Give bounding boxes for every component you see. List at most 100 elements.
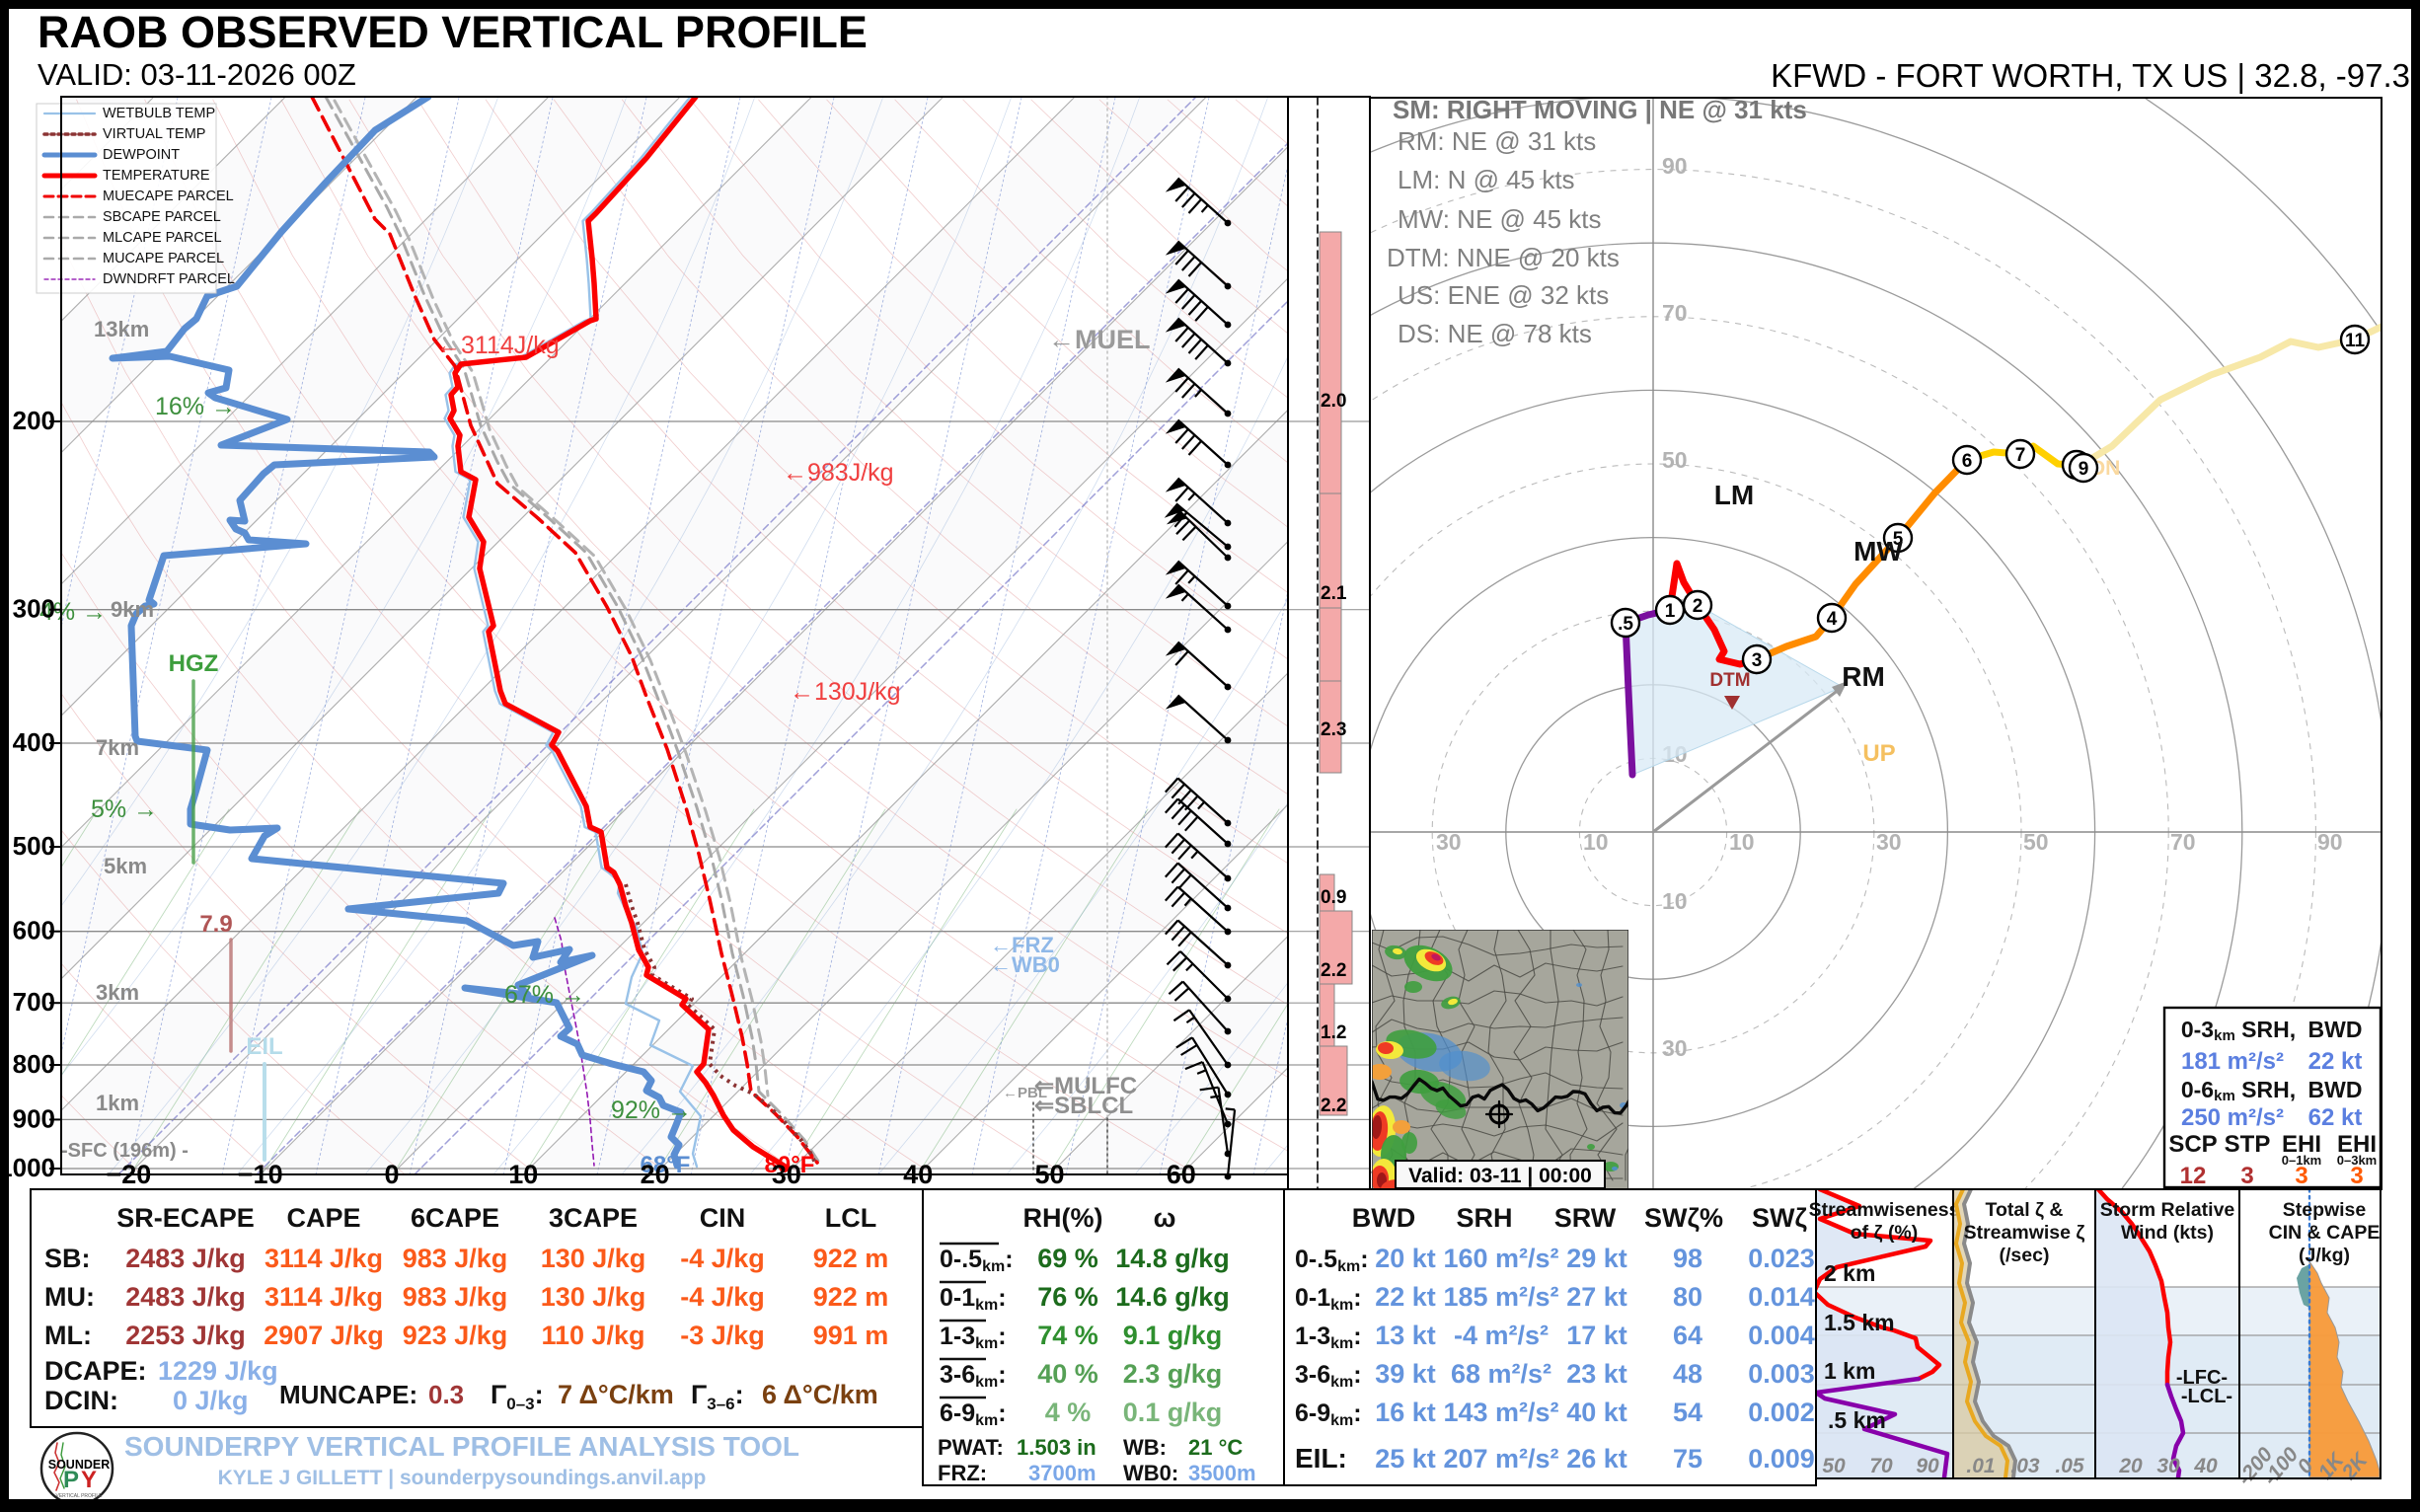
svg-text:130 J/kg: 130 J/kg xyxy=(541,1282,646,1312)
svg-text:5: 5 xyxy=(1893,529,1904,550)
svg-text:1 km: 1 km xyxy=(1824,1358,1875,1384)
svg-text:40: 40 xyxy=(2193,1455,2218,1477)
svg-text:⇐SBLCL: ⇐SBLCL xyxy=(1034,1093,1133,1119)
svg-text:3: 3 xyxy=(2350,1163,2363,1189)
svg-text:EHI: EHI xyxy=(2282,1131,2321,1158)
svg-text:MU:: MU: xyxy=(44,1282,95,1312)
svg-text:2.1: 2.1 xyxy=(1321,583,1347,604)
svg-text:30: 30 xyxy=(1876,829,1902,855)
svg-text:-LFC-: -LFC- xyxy=(2176,1367,2228,1389)
svg-text:Storm Relative: Storm Relative xyxy=(2100,1199,2235,1221)
svg-text:SRH: SRH xyxy=(1456,1203,1512,1233)
svg-text:600: 600 xyxy=(13,916,55,945)
svg-text:130 J/kg: 130 J/kg xyxy=(541,1244,646,1273)
svg-text:700: 700 xyxy=(13,987,55,1017)
svg-text:200: 200 xyxy=(13,406,55,435)
svg-text:SWζ%: SWζ% xyxy=(1644,1203,1723,1233)
svg-text:11: 11 xyxy=(2345,331,2366,351)
svg-text:1: 1 xyxy=(1665,601,1676,622)
svg-text:92% →: 92% → xyxy=(611,1096,692,1124)
svg-text:KYLE J GILLETT | sounderpysoun: KYLE J GILLETT | sounderpysoundings.anvi… xyxy=(218,1467,707,1489)
svg-text:10: 10 xyxy=(1729,829,1755,855)
svg-text:23 kt: 23 kt xyxy=(1566,1359,1627,1389)
svg-text:0.9: 0.9 xyxy=(1321,887,1346,908)
svg-text:90: 90 xyxy=(2317,829,2343,855)
svg-text:13 kt: 13 kt xyxy=(1375,1321,1436,1350)
svg-text:2483 J/kg: 2483 J/kg xyxy=(125,1244,246,1273)
svg-text:1.503 in: 1.503 in xyxy=(1017,1435,1097,1460)
svg-text:30: 30 xyxy=(1436,829,1462,855)
svg-text:(J/kg): (J/kg) xyxy=(2299,1245,2350,1266)
svg-text:25 kt: 25 kt xyxy=(1375,1444,1436,1474)
svg-text:110 J/kg: 110 J/kg xyxy=(541,1321,644,1350)
svg-text:0.1 g/kg: 0.1 g/kg xyxy=(1123,1398,1223,1427)
svg-text:LM: LM xyxy=(1714,480,1754,510)
svg-text:75: 75 xyxy=(1673,1444,1702,1474)
svg-text:BWD: BWD xyxy=(1352,1203,1415,1233)
svg-text:983 J/kg: 983 J/kg xyxy=(403,1244,508,1273)
svg-text:←MUEL: ←MUEL xyxy=(1048,325,1151,354)
svg-text:27 kt: 27 kt xyxy=(1566,1282,1627,1312)
svg-text:3CAPE: 3CAPE xyxy=(549,1203,638,1233)
svg-text:0 J/kg: 0 J/kg xyxy=(173,1386,249,1415)
svg-text:3114 J/kg: 3114 J/kg xyxy=(265,1244,383,1273)
svg-text:SM: RIGHT MOVING | NE @ 31 kts: SM: RIGHT MOVING | NE @ 31 kts xyxy=(1393,95,1807,124)
svg-text:←3114J/kg: ←3114J/kg xyxy=(436,332,560,359)
svg-text:of ζ (%): of ζ (%) xyxy=(1851,1222,1919,1244)
svg-text:-SFC (196m) -: -SFC (196m) - xyxy=(61,1140,189,1162)
svg-text:2 km: 2 km xyxy=(1824,1260,1875,1286)
svg-text:3: 3 xyxy=(2295,1163,2307,1189)
svg-text:←FRZ: ←FRZ xyxy=(990,933,1054,957)
svg-text:64: 64 xyxy=(1673,1321,1702,1350)
svg-text:RM: RM xyxy=(1842,661,1885,692)
svg-text:DTM: DTM xyxy=(1709,670,1750,691)
svg-text:9: 9 xyxy=(2079,459,2089,480)
svg-text:500: 500 xyxy=(13,831,55,861)
svg-text:39 kt: 39 kt xyxy=(1375,1359,1436,1389)
svg-text:70: 70 xyxy=(1662,300,1688,326)
svg-text:MW: MW xyxy=(1853,536,1903,567)
svg-text:76 %: 76 % xyxy=(1037,1282,1098,1312)
svg-text:DCAPE:: DCAPE: xyxy=(44,1356,147,1386)
svg-text:Streamwise ζ: Streamwise ζ xyxy=(1964,1222,2085,1244)
svg-text:0.023: 0.023 xyxy=(1748,1244,1815,1273)
svg-text:20 kt: 20 kt xyxy=(1375,1244,1436,1273)
svg-text:90: 90 xyxy=(1662,153,1688,179)
svg-text:2.2: 2.2 xyxy=(1321,1096,1346,1116)
svg-text:22 kt: 22 kt xyxy=(2308,1048,2363,1075)
svg-text:UP: UP xyxy=(1862,740,1895,767)
svg-text:Wind (kts): Wind (kts) xyxy=(2121,1222,2214,1244)
svg-text:LM: N @ 45 kts: LM: N @ 45 kts xyxy=(1398,165,1575,194)
svg-text:SOUNDERPY VERTICAL PROFILE ANA: SOUNDERPY VERTICAL PROFILE ANALYSIS TOOL xyxy=(124,1431,799,1462)
svg-text:DN: DN xyxy=(2090,457,2120,480)
svg-text:Stepwise: Stepwise xyxy=(2283,1199,2367,1221)
svg-text:991 m: 991 m xyxy=(813,1321,889,1350)
svg-text:12: 12 xyxy=(2180,1163,2207,1189)
svg-text:922 m: 922 m xyxy=(813,1282,889,1312)
svg-text:30: 30 xyxy=(2156,1455,2180,1477)
svg-text:10: 10 xyxy=(1583,829,1609,855)
svg-text:SOUNDER: SOUNDER xyxy=(48,1458,111,1472)
svg-text:0.3: 0.3 xyxy=(428,1380,464,1409)
svg-text:3km: 3km xyxy=(96,980,139,1005)
svg-text:2.0: 2.0 xyxy=(1321,391,1346,412)
svg-text:2483 J/kg: 2483 J/kg xyxy=(125,1282,246,1312)
svg-text:EIL: EIL xyxy=(246,1033,282,1060)
svg-text:.05: .05 xyxy=(2055,1455,2084,1477)
svg-text:3700m: 3700m xyxy=(1028,1461,1097,1485)
svg-text:EIL:: EIL: xyxy=(1295,1443,1347,1474)
svg-text:207 m²/s²: 207 m²/s² xyxy=(1443,1444,1558,1474)
svg-text:-LCL-: -LCL- xyxy=(2181,1386,2232,1407)
svg-text:74 %: 74 % xyxy=(1037,1321,1098,1350)
svg-text:MW: NE @ 45 kts: MW: NE @ 45 kts xyxy=(1398,204,1602,234)
svg-text:0.014: 0.014 xyxy=(1748,1282,1815,1312)
svg-text:Total ζ &: Total ζ & xyxy=(1985,1199,2063,1221)
svg-text:RAOB OBSERVED VERTICAL PROFILE: RAOB OBSERVED VERTICAL PROFILE xyxy=(38,7,868,57)
svg-text:16 kt: 16 kt xyxy=(1375,1398,1436,1427)
svg-text:16% →: 16% → xyxy=(155,393,236,420)
svg-text:80: 80 xyxy=(1673,1282,1702,1312)
svg-text:(/sec): (/sec) xyxy=(2000,1245,2050,1266)
svg-text:7 Δ°C/km: 7 Δ°C/km xyxy=(558,1380,674,1409)
svg-text:50: 50 xyxy=(1662,447,1688,473)
svg-text:2253 J/kg: 2253 J/kg xyxy=(125,1321,246,1350)
